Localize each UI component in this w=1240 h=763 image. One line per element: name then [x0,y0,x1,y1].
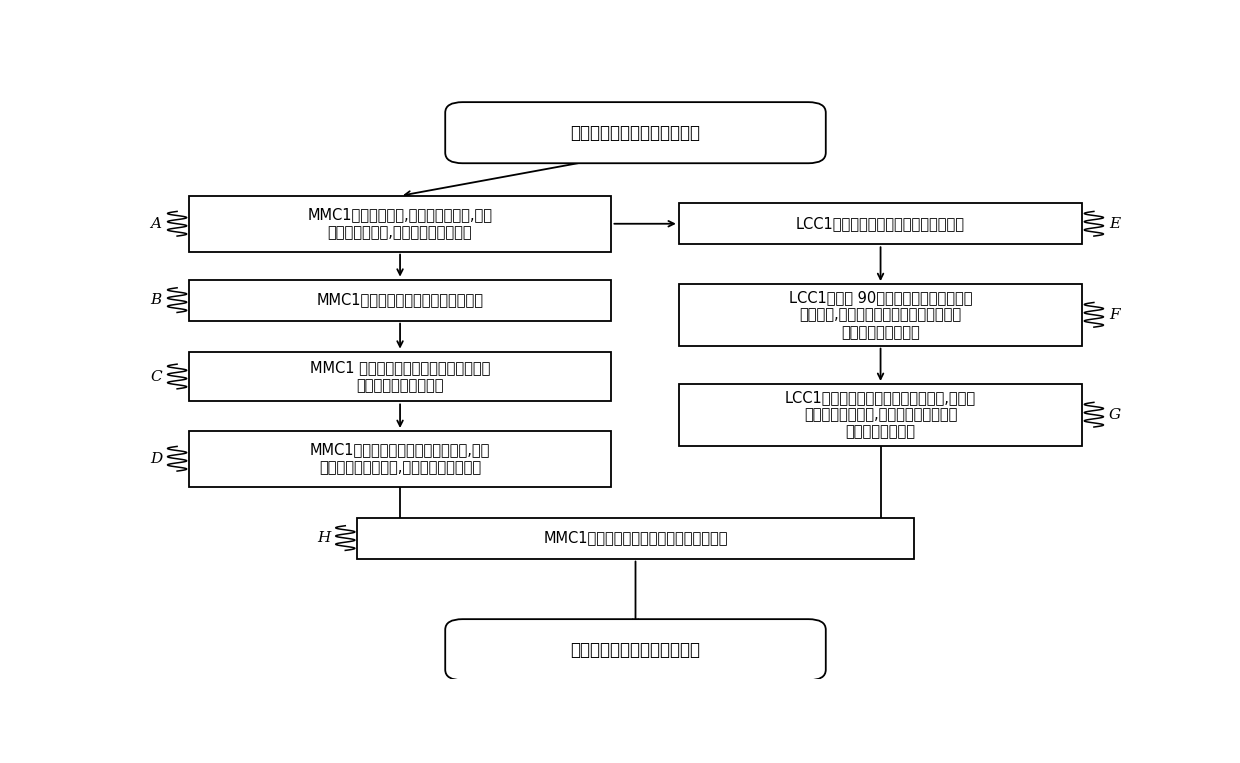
Text: C: C [150,369,161,384]
Text: LCC1阀组的直流场开关转为半投入状态: LCC1阀组的直流场开关转为半投入状态 [796,216,965,231]
FancyBboxPatch shape [445,102,826,163]
Text: G: G [1109,407,1121,422]
Bar [188,431,611,487]
Text: E: E [1110,217,1121,230]
Text: MMC1阀组启动充电,充电完成后解锁,进行
定直流电流控制,直流电流指令给为零: MMC1阀组启动充电,充电完成后解锁,进行 定直流电流控制,直流电流指令给为零 [308,208,492,240]
Text: LCC1阀组的直流场开关转为投入状态,阀组保
持定直流电流控制,电流指令给定为当前
直流线路电流水平: LCC1阀组的直流场开关转为投入状态,阀组保 持定直流电流控制,电流指令给定为当… [785,390,976,439]
Bar [678,284,1083,346]
Text: 各端待投入阀组在线投入开始: 各端待投入阀组在线投入开始 [570,124,701,142]
Bar [357,517,914,559]
Text: MMC1阀组直流场开关转为半投入状态: MMC1阀组直流场开关转为半投入状态 [316,293,484,307]
Text: LCC1阀组以 90度触发角解锁并采用直流
电流控制,直流电流指令自零逐渐提升至当
前直流线路电流水平: LCC1阀组以 90度触发角解锁并采用直流 电流控制,直流电流指令自零逐渐提升至… [789,290,972,340]
Text: B: B [150,293,161,307]
Text: H: H [317,531,331,545]
Bar [678,384,1083,446]
Text: 各端待投入阀组在线投入完成: 各端待投入阀组在线投入完成 [570,641,701,658]
Text: MMC1 阀组直流电流指令自零逐渐提升至
当前直流线路电流水平: MMC1 阀组直流电流指令自零逐渐提升至 当前直流线路电流水平 [310,360,490,393]
Bar [188,352,611,401]
Text: A: A [150,217,161,230]
Text: MMC1阀组逐渐提升直流电压指令至额定值: MMC1阀组逐渐提升直流电压指令至额定值 [543,530,728,546]
Text: D: D [150,452,162,465]
FancyBboxPatch shape [445,619,826,681]
Text: F: F [1110,307,1121,322]
Bar [188,279,611,320]
Bar [678,203,1083,244]
Bar [188,196,611,252]
Text: MMC1阀组直流场开关转为投入状态,阀组
转为定直流电压控制,直流电压指令给为零: MMC1阀组直流场开关转为投入状态,阀组 转为定直流电压控制,直流电压指令给为零 [310,443,490,475]
